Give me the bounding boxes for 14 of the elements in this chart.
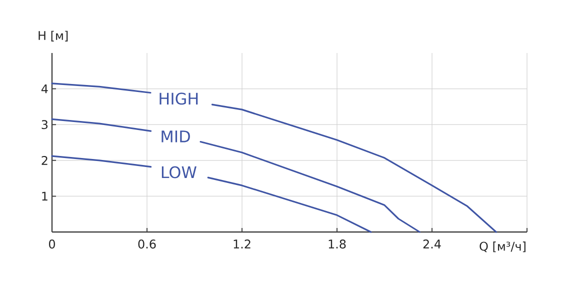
x-tick-label: 1.8 bbox=[328, 240, 346, 249]
y-axis-title: H [м] bbox=[38, 30, 68, 42]
x-tick-label: 1.2 bbox=[234, 240, 250, 248]
x-tick-label: 0 bbox=[48, 240, 56, 249]
x-axis-title: Q [м³/ч] bbox=[480, 242, 526, 252]
series-label: LOW bbox=[162, 166, 196, 178]
y-tick-label: 1 bbox=[42, 192, 48, 201]
series-label: MID bbox=[162, 130, 190, 142]
y-tick-label: 4 bbox=[41, 84, 48, 94]
y-tick-label: 3 bbox=[42, 120, 48, 130]
x-tick-label: 2.4 bbox=[423, 240, 441, 248]
series-label: HIGH bbox=[160, 92, 198, 105]
x-tick-label: 0.6 bbox=[138, 240, 156, 249]
y-tick-label: 2 bbox=[42, 156, 48, 165]
